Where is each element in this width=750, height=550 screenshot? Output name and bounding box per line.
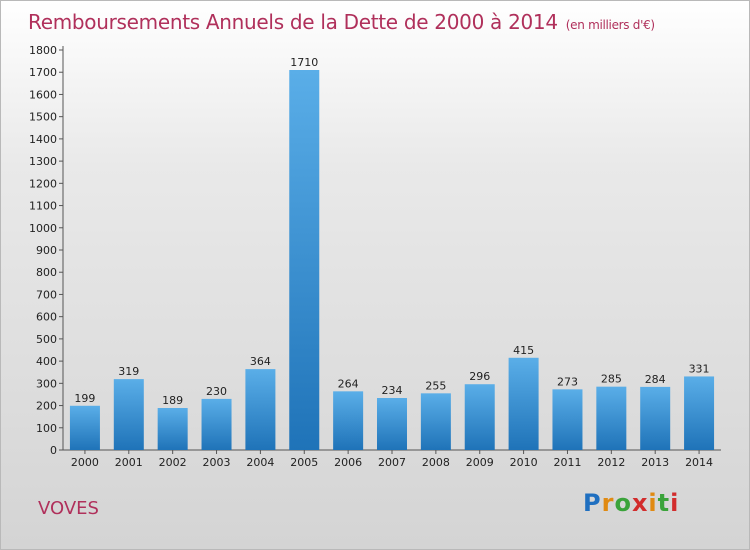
bar-2003 xyxy=(201,398,232,450)
y-tick-label: 100 xyxy=(36,422,57,435)
axes: 0 100 200 300 400 500 600 700 800 900 1000 1100 1200… xyxy=(29,44,721,469)
y-tick-label: 1500 xyxy=(29,111,57,124)
data-label-2009: 296 xyxy=(469,370,490,383)
bar-2004 xyxy=(245,369,276,450)
title-text: Remboursements Annuels de la Dette de 20… xyxy=(28,10,558,34)
y-tick-label: 1200 xyxy=(29,177,57,190)
data-label-2011: 273 xyxy=(557,375,578,388)
x-tick-label-2008: 2008 xyxy=(422,456,450,469)
x-tick-label-2010: 2010 xyxy=(510,456,538,469)
chart-subtitle: (en milliers d'€) xyxy=(565,18,655,32)
bar-2014 xyxy=(684,376,715,450)
x-tick-label-2004: 2004 xyxy=(246,456,274,469)
data-label-2013: 284 xyxy=(645,373,666,386)
bar-2009 xyxy=(464,384,495,450)
x-tick-label-2013: 2013 xyxy=(641,456,669,469)
y-tick-label: 300 xyxy=(36,377,57,390)
x-tick-label-2006: 2006 xyxy=(334,456,362,469)
bar-2000 xyxy=(69,405,100,450)
bars: 199 319 189 230 364 1710 264 234 255 296 415 273 285… xyxy=(69,56,715,450)
y-tick-label: 400 xyxy=(36,355,57,368)
data-label-2002: 189 xyxy=(162,394,183,407)
bar-2008 xyxy=(420,393,451,450)
bar-2011 xyxy=(552,389,583,450)
data-label-2005: 1710 xyxy=(290,56,318,69)
bar-2005 xyxy=(289,70,320,450)
bar-2001 xyxy=(113,379,144,450)
data-label-2006: 264 xyxy=(338,377,359,390)
x-tick-label-2005: 2005 xyxy=(290,456,318,469)
y-tick-label: 1300 xyxy=(29,155,57,168)
data-label-2004: 364 xyxy=(250,355,271,368)
y-tick-label: 900 xyxy=(36,244,57,257)
y-tick-label: 1600 xyxy=(29,88,57,101)
data-label-2008: 255 xyxy=(425,379,446,392)
bar-2010 xyxy=(508,357,539,450)
bar-2012 xyxy=(596,386,627,450)
x-tick-label-2011: 2011 xyxy=(553,456,581,469)
x-tick-label-2000: 2000 xyxy=(71,456,99,469)
x-tick-label-2001: 2001 xyxy=(115,456,143,469)
x-tick-label-2014: 2014 xyxy=(685,456,713,469)
data-label-2007: 234 xyxy=(382,384,403,397)
y-tick-label: 500 xyxy=(36,333,57,346)
y-tick-label: 1100 xyxy=(29,200,57,213)
bar-2013 xyxy=(640,386,671,450)
x-tick-label-2003: 2003 xyxy=(203,456,231,469)
chart-title: Remboursements Annuels de la Dette de 20… xyxy=(28,10,655,34)
data-label-2000: 199 xyxy=(74,392,95,405)
bar-2007 xyxy=(377,398,407,450)
y-tick-label: 200 xyxy=(36,400,57,413)
bar-2002 xyxy=(157,408,188,450)
y-tick-label: 0 xyxy=(50,444,57,457)
y-tick-label: 700 xyxy=(36,288,57,301)
x-tick-label-2012: 2012 xyxy=(597,456,625,469)
data-label-2014: 331 xyxy=(689,362,710,375)
x-tick-label-2002: 2002 xyxy=(159,456,187,469)
data-label-2012: 285 xyxy=(601,373,622,386)
data-label-2010: 415 xyxy=(513,344,534,357)
data-label-2001: 319 xyxy=(118,365,139,378)
proxiti-logo: Proxiti xyxy=(583,489,680,517)
y-tick-label: 1400 xyxy=(29,133,57,146)
x-tick-label-2007: 2007 xyxy=(378,456,406,469)
data-label-2003: 230 xyxy=(206,385,227,398)
y-tick-label: 1700 xyxy=(29,66,57,79)
y-tick-label: 800 xyxy=(36,266,57,279)
y-tick-label: 1000 xyxy=(29,222,57,235)
x-tick-label-2009: 2009 xyxy=(466,456,494,469)
y-tick-label: 600 xyxy=(36,311,57,324)
bar-2006 xyxy=(333,391,364,450)
y-tick-label: 1800 xyxy=(29,44,57,57)
place-name: VOVES xyxy=(38,498,99,519)
